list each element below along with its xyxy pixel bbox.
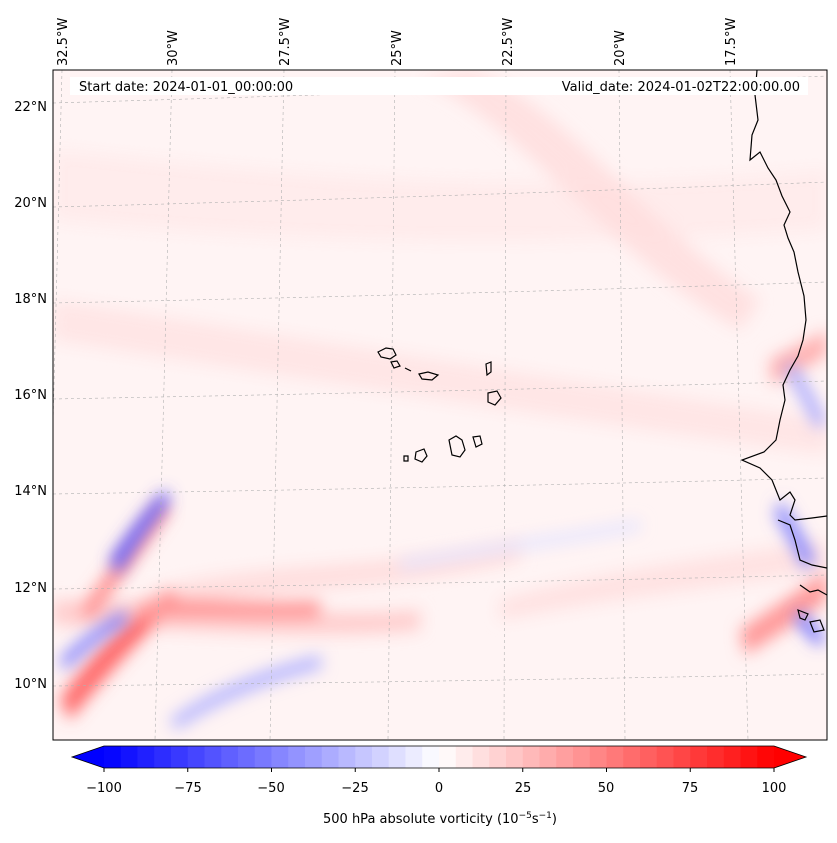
lon-label: 25°W — [390, 30, 405, 66]
colorbar-swatch — [690, 746, 708, 768]
colorbar-swatch — [757, 746, 775, 768]
vorticity-field — [53, 70, 827, 740]
colorbar-swatch — [288, 746, 306, 768]
colorbar-tick-label: 25 — [515, 781, 532, 796]
colorbar-swatch — [120, 746, 138, 768]
colorbar-tick-label: −50 — [257, 781, 284, 796]
colorbar-label-mid: s — [532, 812, 539, 827]
colorbar-extend-max — [774, 746, 806, 768]
colorbar-swatch — [238, 746, 256, 768]
colorbar-tick-label: −75 — [174, 781, 201, 796]
lat-label: 16°N — [14, 388, 47, 403]
colorbar-label-main: 500 hPa absolute vorticity (10 — [323, 812, 519, 827]
lon-label: 32.5°W — [56, 18, 71, 66]
colorbar-swatch — [522, 746, 540, 768]
lon-label: 20°W — [613, 30, 628, 66]
lon-label: 22.5°W — [501, 18, 516, 66]
map-frame — [52, 69, 828, 741]
colorbar-swatch — [723, 746, 741, 768]
lon-label: 17.5°W — [724, 18, 739, 66]
lat-label: 10°N — [14, 677, 47, 692]
colorbar-swatch — [254, 746, 272, 768]
colorbar-swatch — [372, 746, 390, 768]
colorbar-swatch — [740, 746, 758, 768]
colorbar-swatch — [405, 746, 423, 768]
graticule — [53, 70, 827, 740]
colorbar-tick-label: 100 — [762, 781, 787, 796]
colorbar-extend-min — [72, 746, 104, 768]
colorbar-swatch — [422, 746, 440, 768]
valid-date-text: Valid_date: 2024-01-02T22:00:00.00 — [562, 80, 800, 95]
colorbar-swatch — [171, 746, 189, 768]
colorbar-tick-labels: −100 −75 −50 −25 0 25 50 75 100 — [86, 781, 786, 796]
colorbar-swatch — [623, 746, 641, 768]
latitude-labels: 22°N 20°N 18°N 16°N 14°N 12°N 10°N — [14, 100, 47, 692]
start-date-text: Start date: 2024-01-01_00:00:00 — [79, 80, 293, 95]
lat-label: 12°N — [14, 581, 47, 596]
colorbar-tick-label: 0 — [435, 781, 443, 796]
colorbar-swatch — [707, 746, 725, 768]
colorbar-swatch — [355, 746, 373, 768]
lon-label: 30°W — [166, 30, 181, 66]
colorbar-label-exp2: −1 — [539, 811, 552, 821]
colorbar-tick-label: −25 — [341, 781, 368, 796]
longitude-labels: 32.5°W 30°W 27.5°W 25°W 22.5°W 20°W 17.5… — [56, 18, 739, 66]
colorbar-swatch — [589, 746, 607, 768]
colorbar-swatch — [305, 746, 323, 768]
colorbar-swatch — [472, 746, 490, 768]
colorbar-tick-label: −100 — [86, 781, 122, 796]
date-banner — [70, 77, 808, 95]
colorbar-swatch — [455, 746, 473, 768]
colorbar-swatch — [656, 746, 674, 768]
colorbar-swatch — [640, 746, 658, 768]
colorbar-swatch — [271, 746, 289, 768]
colorbar-swatch — [154, 746, 172, 768]
colorbar-swatch — [388, 746, 406, 768]
colorbar-swatch — [556, 746, 574, 768]
colorbar-swatch — [573, 746, 591, 768]
colorbar-swatch — [204, 746, 222, 768]
colorbar-tick-label: 50 — [598, 781, 615, 796]
lat-label: 14°N — [14, 484, 47, 499]
colorbar-swatch — [221, 746, 239, 768]
colorbar-swatch — [321, 746, 339, 768]
lat-label: 18°N — [14, 292, 47, 307]
colorbar-swatch — [606, 746, 624, 768]
lat-label: 22°N — [14, 100, 47, 115]
coastline — [740, 70, 827, 596]
colorbar-swatch — [104, 746, 122, 768]
colorbar — [70, 745, 808, 772]
colorbar-swatch — [439, 746, 457, 768]
colorbar-swatch — [506, 746, 524, 768]
lon-label: 27.5°W — [278, 18, 293, 66]
colorbar-swatch — [338, 746, 356, 768]
colorbar-swatch — [187, 746, 205, 768]
cape-verde-islands — [377, 347, 825, 633]
colorbar-swatch — [137, 746, 155, 768]
colorbar-swatch — [489, 746, 507, 768]
colorbar-swatch — [673, 746, 691, 768]
colorbar-label: 500 hPa absolute vorticity (10−5s−1) — [323, 811, 557, 827]
colorbar-label-end: ) — [552, 812, 557, 827]
lat-label: 20°N — [14, 196, 47, 211]
colorbar-tick-label: 75 — [682, 781, 699, 796]
colorbar-label-exp1: −5 — [519, 811, 532, 821]
colorbar-swatch — [539, 746, 557, 768]
